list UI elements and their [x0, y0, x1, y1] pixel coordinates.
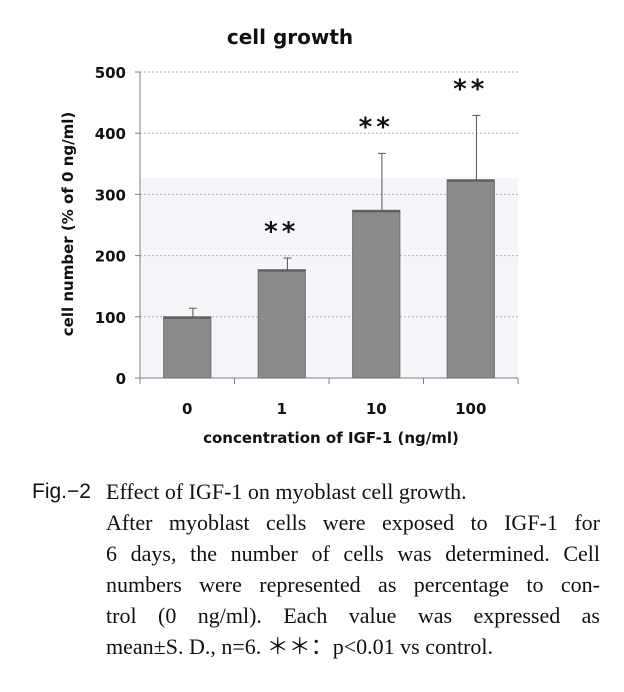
caption-line: 6 days, the number of cells was determin…	[106, 541, 600, 566]
x-tick-label: 10	[366, 400, 387, 418]
significance-marker: **	[264, 217, 299, 247]
y-axis-title: cell number (% of 0 ng/ml)	[59, 112, 77, 336]
caption-line: trol (0 ng/ml). Each value was expressed…	[106, 603, 600, 628]
figure-label: Fig.−2	[32, 480, 91, 503]
caption-line: numbers were represented as percentage t…	[106, 572, 600, 597]
x-axis-title: concentration of IGF-1 (ng/ml)	[203, 429, 459, 447]
labels: 0 100 200 300 400 500 0 1 ** 10 ** 100 **	[95, 64, 488, 418]
y-tick-label: 500	[95, 64, 126, 82]
y-tick-label: 0	[116, 370, 126, 388]
caption-line: After myoblast cells were exposed to IGF…	[106, 510, 600, 535]
x-tick-label: 0	[182, 400, 192, 418]
y-tick-label: 200	[95, 248, 126, 266]
caption-title: Effect of IGF-1 on myoblast cell growth.	[106, 479, 467, 504]
bar	[446, 179, 495, 379]
bars	[163, 114, 495, 379]
bar	[163, 316, 212, 379]
x-tick-label: 1	[277, 400, 287, 418]
caption-body: After myoblast cells were exposed to IGF…	[106, 507, 600, 662]
x-tick-label: 100	[455, 400, 486, 418]
gridlines	[140, 71, 518, 318]
bar-chart: 0 100 200 300 400 500 0 1 ** 10 ** 100 ** cell growt…	[59, 25, 519, 447]
y-tick-label: 300	[95, 186, 126, 204]
bar	[352, 209, 401, 379]
y-tick-label: 400	[95, 125, 126, 143]
significance-marker: **	[359, 112, 394, 142]
significance-marker: **	[453, 74, 488, 104]
caption-line: mean±S. D., n=6. ＊＊：p<0.01 vs control.	[106, 634, 494, 659]
bar	[257, 269, 306, 379]
y-tick-label: 100	[95, 309, 126, 327]
chart-title: cell growth	[227, 25, 353, 49]
